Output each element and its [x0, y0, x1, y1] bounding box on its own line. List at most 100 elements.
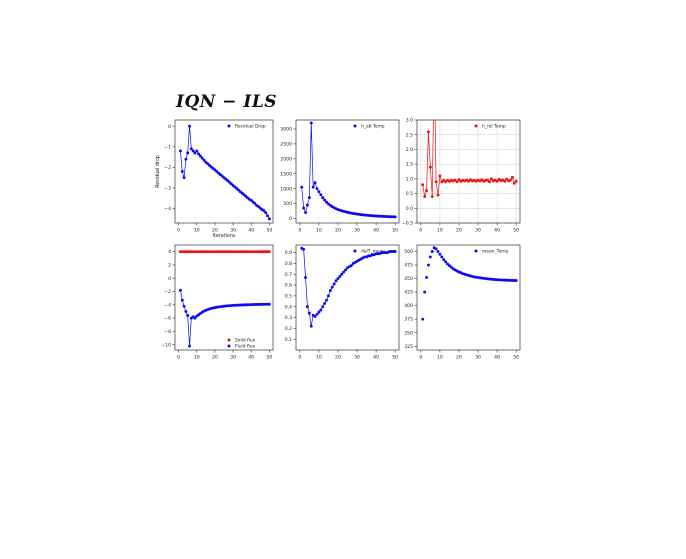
data-point: [332, 282, 336, 286]
data-point: [193, 151, 197, 155]
legend-entry: mean_Temp: [482, 249, 509, 255]
x-tick-label: 30: [475, 355, 481, 361]
data-point: [442, 258, 446, 262]
y-tick-label: −4: [164, 302, 171, 308]
legend-entry: Residual Drop: [235, 124, 266, 130]
data-point: [182, 176, 186, 180]
series-line: [301, 122, 396, 218]
y-tick-label: −8: [164, 329, 171, 335]
data-point: [253, 201, 257, 205]
data-point: [428, 165, 432, 169]
data-point: [323, 198, 327, 202]
data-point: [489, 177, 493, 181]
data-point: [309, 121, 313, 125]
x-tick-label: 40: [248, 355, 254, 361]
data-point: [188, 344, 191, 348]
y-tick-label: 1.0: [406, 176, 413, 182]
data-point: [197, 152, 201, 156]
data-point: [319, 193, 323, 197]
data-point: [188, 124, 191, 128]
data-point: [264, 211, 268, 215]
y-tick-label: 4: [168, 249, 171, 255]
data-point: [426, 130, 430, 134]
data-point: [317, 190, 321, 194]
y-tick-label: 2500: [280, 141, 292, 147]
subplot-2: 0 10 20 30 40 50050010001500200025003000h_ab …: [280, 119, 400, 234]
y-tick-label: −1: [164, 144, 171, 150]
data-point: [334, 279, 338, 283]
y-tick-label: 2.5: [406, 132, 413, 138]
data-point: [430, 195, 434, 198]
data-point: [505, 177, 509, 181]
data-point: [433, 60, 436, 63]
legend-entry: Fluid flux: [235, 344, 255, 350]
x-tick-label: 10: [194, 355, 200, 361]
subplot-6: 0 10 20 30 40 50 325 350 375 400 425 450 475 500 mean_…: [404, 244, 521, 361]
data-point: [428, 255, 432, 259]
data-point: [262, 209, 266, 213]
legend-marker: [353, 124, 357, 128]
data-point: [425, 189, 428, 193]
legend-marker: [227, 344, 231, 348]
x-tick-label: 10: [316, 228, 322, 234]
data-point: [191, 149, 195, 153]
y-tick-label: 0.1: [285, 337, 292, 343]
x-tick-label: 30: [354, 355, 360, 361]
y-tick-label: 3.0: [406, 118, 413, 124]
data-point: [307, 196, 311, 200]
y-tick-label: 375: [404, 317, 413, 323]
y-tick-label: 325: [404, 344, 413, 350]
x-tick-label: 0: [177, 355, 180, 361]
axes-frame: [295, 119, 400, 224]
data-point: [486, 178, 490, 182]
data-point: [495, 179, 499, 183]
y-tick-label: 0.5: [285, 293, 292, 299]
x-tick-label: 30: [354, 228, 360, 234]
axes-frame: [174, 244, 274, 351]
data-point: [200, 156, 204, 160]
data-point: [446, 262, 449, 266]
legend-entry: h_rel Temp: [482, 124, 506, 130]
x-tick-label: 10: [316, 355, 322, 361]
data-point: [455, 180, 459, 184]
data-point: [186, 151, 190, 155]
legend-entry: Solid flux: [235, 338, 256, 344]
data-point: [182, 304, 186, 308]
x-tick-label: 0: [298, 228, 301, 234]
data-point: [453, 178, 457, 182]
data-point: [421, 183, 425, 187]
data-point: [302, 247, 306, 251]
y-tick-label: 0: [168, 276, 171, 282]
data-point: [178, 149, 182, 153]
x-tick-label: 50: [392, 355, 398, 361]
x-tick-label: 0: [177, 228, 180, 234]
y-tick-label: 0.6: [285, 283, 292, 289]
axes-frame: [416, 119, 521, 224]
data-point: [304, 211, 307, 215]
data-point: [444, 260, 448, 264]
x-tick-label: 40: [373, 228, 379, 234]
data-point: [344, 268, 348, 272]
data-point: [315, 312, 319, 316]
data-point: [336, 277, 340, 281]
data-point: [311, 185, 315, 189]
data-point: [319, 308, 323, 312]
data-point: [178, 288, 182, 292]
data-point: [267, 217, 271, 221]
y-tick-label: 2000: [280, 156, 292, 162]
data-point: [193, 316, 197, 320]
data-point: [202, 158, 206, 162]
data-point: [342, 270, 346, 274]
x-tick-label: 10: [437, 355, 443, 361]
y-tick-label: 0: [168, 124, 171, 130]
data-point: [313, 314, 317, 318]
y-tick-label: 0.9: [285, 250, 292, 256]
x-tick-label: 0: [298, 355, 301, 361]
data-point: [423, 290, 427, 294]
y-tick-label: 0.4: [285, 304, 292, 310]
y-tick-label: 475: [404, 263, 413, 269]
y-tick-label: 0.7: [285, 272, 292, 278]
y-tick-label: 0.2: [285, 326, 292, 332]
y-tick-label: 0.3: [285, 315, 292, 321]
